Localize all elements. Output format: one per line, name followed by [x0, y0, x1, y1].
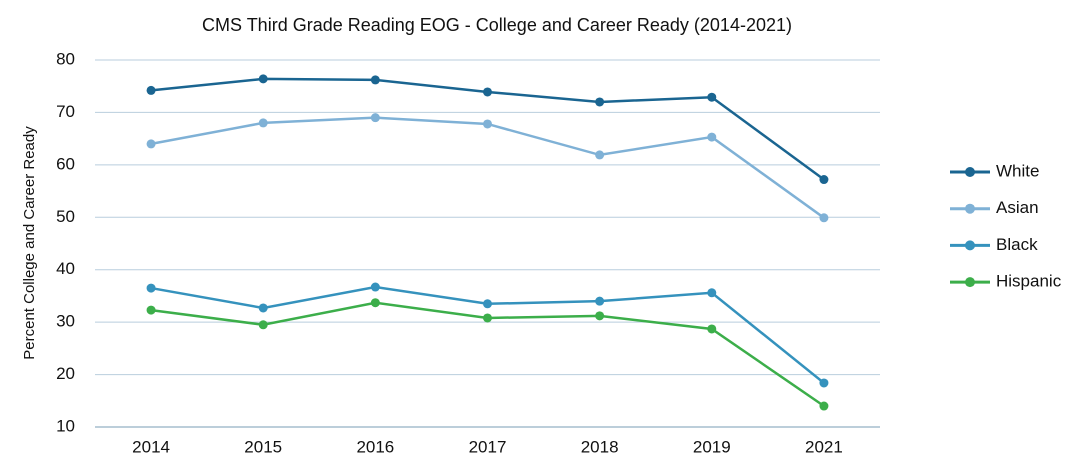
data-point [707, 92, 717, 102]
legend-dot [965, 167, 975, 177]
data-point [146, 305, 156, 315]
data-point [707, 288, 717, 298]
x-tick-label: 2015 [244, 437, 282, 456]
data-point [370, 113, 380, 123]
data-point [819, 213, 829, 223]
series-line [150, 116, 825, 219]
data-point [595, 97, 605, 107]
legend-label: White [996, 161, 1039, 180]
legend-label: Hispanic [996, 272, 1062, 291]
y-tick-label: 50 [56, 207, 75, 226]
data-point [146, 283, 156, 293]
data-point [819, 175, 829, 185]
data-point [258, 74, 268, 84]
data-point [707, 324, 717, 334]
data-point [258, 118, 268, 128]
data-point [146, 139, 156, 149]
x-tick-label: 2016 [356, 437, 394, 456]
data-point [595, 150, 605, 160]
x-tick-label: 2014 [132, 437, 170, 456]
legend-dot [965, 203, 975, 214]
x-tick-label: 2019 [693, 437, 731, 456]
y-tick-label: 40 [56, 259, 75, 278]
data-point [819, 378, 829, 388]
data-point [258, 320, 268, 330]
data-point [146, 85, 156, 95]
x-tick-label: 2018 [581, 437, 619, 456]
y-tick-label: 60 [56, 154, 75, 173]
legend-label: Black [996, 235, 1038, 254]
y-tick-label: 10 [56, 416, 75, 435]
y-tick-label: 20 [56, 364, 75, 383]
legend-dot [965, 277, 975, 288]
data-point [483, 299, 492, 309]
data-point [483, 119, 492, 129]
data-point [370, 298, 380, 308]
data-point [370, 282, 380, 292]
data-point [595, 296, 605, 306]
data-point [595, 311, 605, 321]
x-tick-label: 2021 [805, 437, 843, 456]
data-point [258, 303, 268, 313]
y-tick-label: 30 [56, 312, 75, 331]
legend-dot [965, 240, 975, 251]
data-point [483, 87, 492, 97]
y-tick-label: 70 [56, 102, 75, 121]
x-tick-label: 2017 [469, 437, 507, 456]
y-axis-label: Percent College and Career Ready [21, 126, 38, 360]
chart-title: CMS Third Grade Reading EOG - College an… [202, 15, 792, 35]
data-point [483, 313, 492, 323]
data-point [819, 401, 829, 411]
data-point [707, 132, 717, 142]
data-point [370, 75, 380, 85]
y-tick-label: 80 [56, 49, 75, 68]
legend-label: Asian [996, 198, 1039, 217]
